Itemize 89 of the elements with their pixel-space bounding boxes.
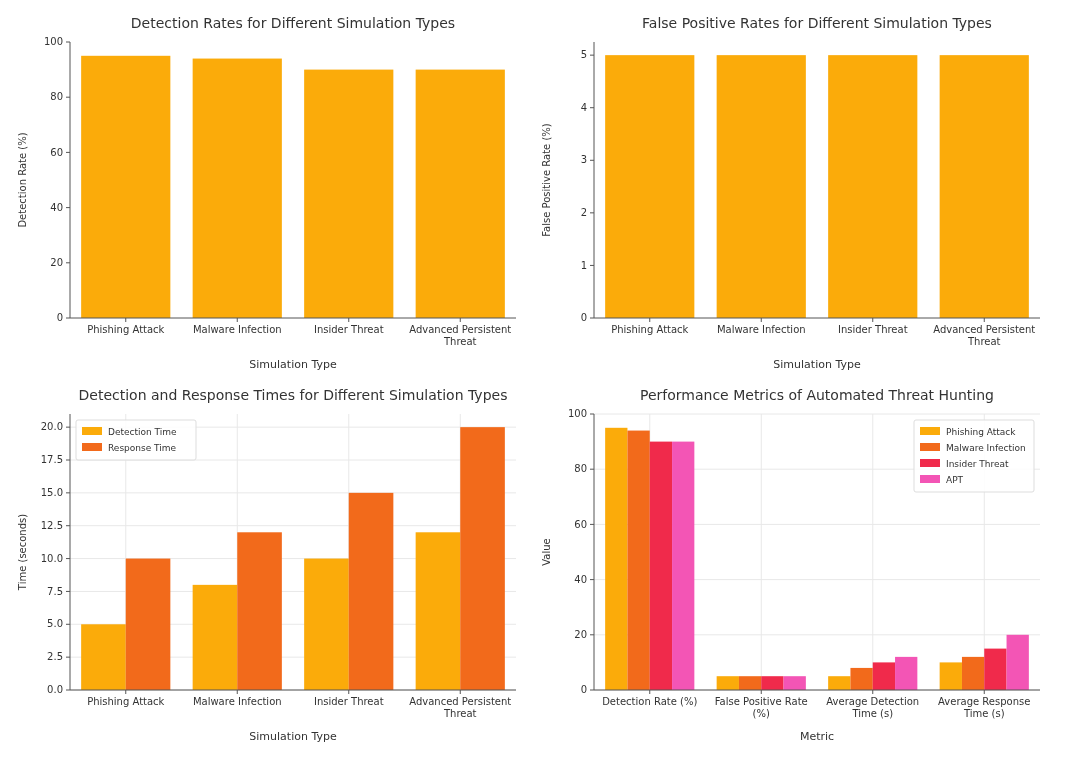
bar bbox=[348, 492, 394, 690]
y-axis-title: Time (seconds) bbox=[17, 513, 28, 592]
y-tick-label: 20.0 bbox=[40, 421, 63, 433]
bar bbox=[304, 558, 349, 690]
bar bbox=[415, 69, 505, 318]
x-tick-label: Insider Threat bbox=[837, 324, 908, 335]
x-tick-label: Detection Rate (%) bbox=[602, 696, 698, 707]
y-tick-label: 12.5 bbox=[40, 519, 63, 531]
x-tick-label: Phishing Attack bbox=[87, 324, 165, 335]
bar bbox=[738, 676, 762, 690]
x-axis-title: Simulation Type bbox=[773, 358, 861, 371]
y-tick-label: 7.5 bbox=[47, 585, 63, 597]
y-axis-title: False Positive Rate (%) bbox=[541, 123, 552, 237]
y-tick-label: 40 bbox=[50, 201, 63, 213]
y-tick-label: 2 bbox=[580, 207, 587, 219]
bar bbox=[895, 656, 918, 690]
y-tick-label: 80 bbox=[574, 463, 587, 475]
bar bbox=[304, 69, 394, 318]
y-tick-label: 100 bbox=[43, 36, 63, 48]
x-tick-label: Phishing Attack bbox=[611, 324, 689, 335]
y-tick-label: 5.0 bbox=[47, 618, 63, 630]
y-tick-label: 60 bbox=[50, 146, 63, 158]
bar bbox=[716, 676, 739, 690]
y-tick-label: 15.0 bbox=[40, 487, 63, 499]
bar bbox=[192, 584, 238, 690]
x-tick-label: Malware Infection bbox=[192, 324, 282, 335]
legend-label: APT bbox=[946, 475, 964, 485]
legend-label: Detection Time bbox=[108, 427, 178, 437]
y-tick-label: 2.5 bbox=[47, 651, 63, 663]
bar bbox=[627, 430, 650, 690]
bar bbox=[605, 427, 628, 690]
bar bbox=[672, 441, 695, 690]
bar bbox=[939, 662, 962, 690]
x-axis-title: Simulation Type bbox=[249, 358, 337, 371]
bar bbox=[761, 676, 784, 690]
x-tick-label: Advanced Persistent Threat bbox=[933, 324, 1036, 347]
y-tick-label: 3 bbox=[580, 154, 587, 166]
bar bbox=[828, 676, 851, 690]
y-tick-label: 1 bbox=[580, 259, 587, 271]
chart-title: Detection and Response Times for Different Simulation Types bbox=[78, 387, 508, 403]
y-tick-label: 5 bbox=[580, 49, 587, 61]
y-tick-label: 4 bbox=[580, 101, 587, 113]
x-tick-label: False Positive Rate (%) bbox=[714, 696, 808, 719]
y-tick-label: 20 bbox=[50, 257, 63, 268]
x-tick-label: Advanced Persistent Threat bbox=[409, 324, 512, 347]
y-axis-title: Detection Rate (%) bbox=[17, 132, 28, 228]
bar bbox=[649, 441, 673, 690]
y-tick-label: 0.0 bbox=[47, 684, 63, 696]
bar bbox=[415, 532, 461, 690]
chart-title: Performance Metrics of Automated Threat Hunting bbox=[640, 387, 994, 403]
bar bbox=[460, 427, 505, 690]
bar bbox=[984, 648, 1007, 690]
bar bbox=[872, 662, 896, 690]
chart-title: Detection Rates for Different Simulation Types bbox=[130, 15, 456, 31]
x-tick-label: Malware Infection bbox=[192, 696, 282, 707]
x-axis-title: Simulation Type bbox=[249, 730, 337, 743]
bar bbox=[125, 558, 171, 690]
y-tick-label: 0 bbox=[580, 312, 587, 324]
bar bbox=[783, 676, 806, 690]
bar bbox=[81, 55, 171, 318]
y-axis-title: Value bbox=[541, 538, 552, 566]
bar bbox=[961, 656, 985, 690]
y-tick-label: 0 bbox=[56, 312, 63, 324]
bar bbox=[81, 624, 126, 690]
x-tick-label: Phishing Attack bbox=[87, 696, 165, 707]
x-tick-label: Insider Threat bbox=[313, 696, 384, 707]
bar bbox=[237, 532, 282, 690]
bar bbox=[1006, 634, 1029, 690]
bar bbox=[192, 58, 282, 318]
y-tick-label: 40 bbox=[574, 573, 587, 585]
x-tick-label: Malware Infection bbox=[716, 324, 806, 335]
y-tick-label: 80 bbox=[50, 91, 63, 103]
y-tick-label: 20 bbox=[574, 629, 587, 640]
bar bbox=[850, 667, 873, 690]
x-axis-title: Metric bbox=[799, 730, 835, 743]
legend-label: Response Time bbox=[108, 443, 177, 453]
y-tick-label: 100 bbox=[567, 408, 587, 420]
legend-label: Insider Threat bbox=[946, 459, 1010, 469]
legend-label: Phishing Attack bbox=[946, 427, 1017, 437]
legend-label: Malware Infection bbox=[946, 443, 1026, 453]
x-tick-label: Advanced Persistent Threat bbox=[409, 696, 512, 719]
x-tick-label: Insider Threat bbox=[313, 324, 384, 335]
y-tick-label: 60 bbox=[574, 518, 587, 530]
chart-title: False Positive Rates for Different Simulation Types bbox=[642, 15, 992, 31]
y-tick-label: 0 bbox=[580, 684, 587, 696]
x-tick-label: Average Response Time (s) bbox=[938, 696, 1031, 719]
y-tick-label: 17.5 bbox=[40, 454, 63, 466]
x-tick-label: Average Detection Time (s) bbox=[826, 696, 920, 719]
y-tick-label: 10.0 bbox=[40, 552, 63, 564]
